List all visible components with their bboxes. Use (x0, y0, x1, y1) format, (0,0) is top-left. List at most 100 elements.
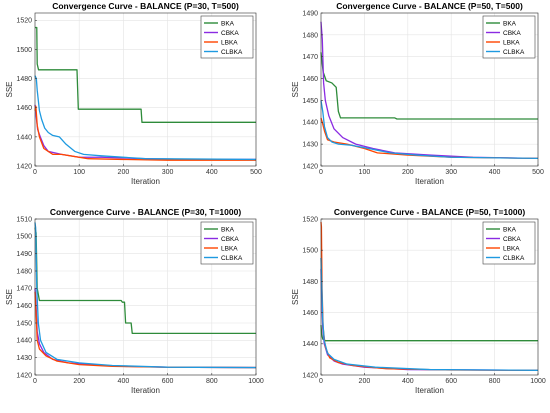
chart-panel-2: 0 100 200 300 400 500 1420 1430 1440 1450 1460 1470… (291, 1, 544, 186)
x-tick-label: 200 (118, 169, 130, 176)
y-tick-label: 1500 (16, 234, 32, 241)
x-tick-label: 0 (33, 378, 37, 385)
x-tick-label: 400 (118, 378, 130, 385)
x-tick-label: 500 (250, 169, 262, 176)
legend-entry-clbka: CLBKA (221, 255, 243, 262)
x-tick-label: 100 (359, 169, 371, 176)
y-tick-label: 1430 (16, 355, 32, 362)
axes-frame (320, 12, 539, 167)
y-tick-label: 1510 (16, 216, 32, 223)
chart-title: Convergence Curve - BALANCE (P=50, T=500… (336, 1, 523, 11)
series-line-bka (320, 325, 538, 342)
y-tick-label: 1470 (16, 286, 32, 293)
x-axis-label: Iteration (415, 177, 444, 186)
series-line-clbka (34, 75, 257, 161)
series-line-bka (35, 26, 256, 123)
axes-frame (320, 218, 539, 376)
y-tick-label: 1420 (16, 372, 32, 379)
legend-entry-bka: BKA (221, 20, 235, 27)
legend-entry-lbka: LBKA (503, 39, 520, 46)
legend-entry-lbka: LBKA (221, 39, 238, 46)
y-tick-label: 1420 (302, 372, 318, 379)
x-tick-label: 600 (162, 378, 174, 385)
legend-entry-cbka: CBKA (503, 30, 521, 37)
x-tick-label: 0 (33, 169, 37, 176)
x-tick-label: 0 (319, 378, 323, 385)
x-tick-label: 1000 (530, 378, 546, 385)
x-tick-label: 400 (402, 378, 414, 385)
chart-panel-4: 0 200 400 600 800 1000 1420 1440 1460 1480 1500 152… (291, 207, 546, 395)
series-line-clbka (320, 100, 539, 159)
legend-entry-clbka: CLBKA (503, 49, 525, 56)
x-tick-label: 300 (445, 169, 457, 176)
x-tick-label: 200 (73, 378, 85, 385)
series-line-cbka (320, 21, 539, 159)
y-tick-label: 1480 (16, 268, 32, 275)
y-tick-label: 1460 (302, 310, 318, 317)
y-tick-label: 1440 (16, 134, 32, 141)
series-line-clbka (320, 257, 539, 371)
x-tick-label: 400 (206, 169, 218, 176)
x-tick-label: 800 (489, 378, 501, 385)
legend-entry-lbka: LBKA (503, 245, 520, 252)
axes-frame (34, 12, 257, 167)
axes-frame (34, 218, 257, 376)
x-tick-label: 100 (73, 169, 85, 176)
y-tick-label: 1450 (16, 320, 32, 327)
legend-entry-bka: BKA (221, 226, 235, 233)
y-tick-label: 1440 (16, 338, 32, 345)
legend-entry-bka: BKA (503, 226, 517, 233)
y-tick-label: 1480 (302, 32, 318, 39)
y-tick-label: 1460 (16, 303, 32, 310)
y-tick-label: 1420 (302, 163, 318, 170)
y-tick-label: 1490 (16, 251, 32, 258)
legend-entry-cbka: CBKA (221, 30, 239, 37)
chart-panel-1: 0 100 200 300 400 500 1420 1440 1460 1480 1500 1520… (5, 1, 262, 186)
x-tick-label: 1000 (248, 378, 264, 385)
legend: BKA CBKA LBKA CLBKA (200, 15, 254, 59)
series-line-clbka (34, 222, 257, 369)
legend-entry-lbka: LBKA (221, 245, 238, 252)
legend-entry-clbka: CLBKA (221, 49, 243, 56)
y-tick-label: 1430 (302, 142, 318, 149)
x-axis-label: Iteration (131, 386, 160, 395)
x-tick-label: 200 (359, 378, 371, 385)
y-tick-label: 1420 (16, 163, 32, 170)
y-tick-label: 1450 (302, 98, 318, 105)
y-tick-label: 1500 (16, 47, 32, 54)
x-tick-label: 200 (402, 169, 414, 176)
y-tick-label: 1520 (302, 216, 318, 223)
y-axis-label: SSE (5, 81, 14, 97)
x-axis-label: Iteration (415, 386, 444, 395)
legend: BKA CBKA LBKA CLBKA (200, 221, 254, 265)
y-axis-label: SSE (291, 81, 300, 97)
x-tick-label: 300 (162, 169, 174, 176)
x-tick-label: 500 (532, 169, 544, 176)
chart-title: Convergence Curve - BALANCE (P=30, T=100… (50, 207, 241, 217)
y-tick-label: 1490 (302, 10, 318, 17)
y-tick-label: 1460 (16, 105, 32, 112)
y-tick-label: 1440 (302, 120, 318, 127)
y-tick-label: 1500 (302, 248, 318, 255)
legend: BKA CBKA LBKA CLBKA (482, 15, 536, 59)
y-tick-label: 1480 (16, 76, 32, 83)
legend-entry-cbka: CBKA (221, 236, 239, 243)
y-tick-label: 1460 (302, 76, 318, 83)
x-tick-label: 800 (206, 378, 218, 385)
y-axis-label: SSE (291, 289, 300, 305)
x-tick-label: 0 (319, 169, 323, 176)
y-tick-label: 1440 (302, 341, 318, 348)
legend-entry-bka: BKA (503, 20, 517, 27)
y-tick-label: 1520 (16, 18, 32, 25)
chart-panel-3: 0 200 400 600 800 1000 1420 1430 1440 1450 1460 147… (5, 207, 264, 395)
y-tick-label: 1480 (302, 279, 318, 286)
chart-title: Convergence Curve - BALANCE (P=30, T=500… (52, 1, 239, 11)
legend-entry-cbka: CBKA (503, 236, 521, 243)
legend: BKA CBKA LBKA CLBKA (482, 221, 536, 265)
chart-title: Convergence Curve - BALANCE (P=50, T=100… (334, 207, 525, 217)
series-line-lbka (34, 105, 256, 161)
y-axis-label: SSE (5, 289, 14, 305)
legend-entry-clbka: CLBKA (503, 255, 525, 262)
x-tick-label: 400 (489, 169, 501, 176)
